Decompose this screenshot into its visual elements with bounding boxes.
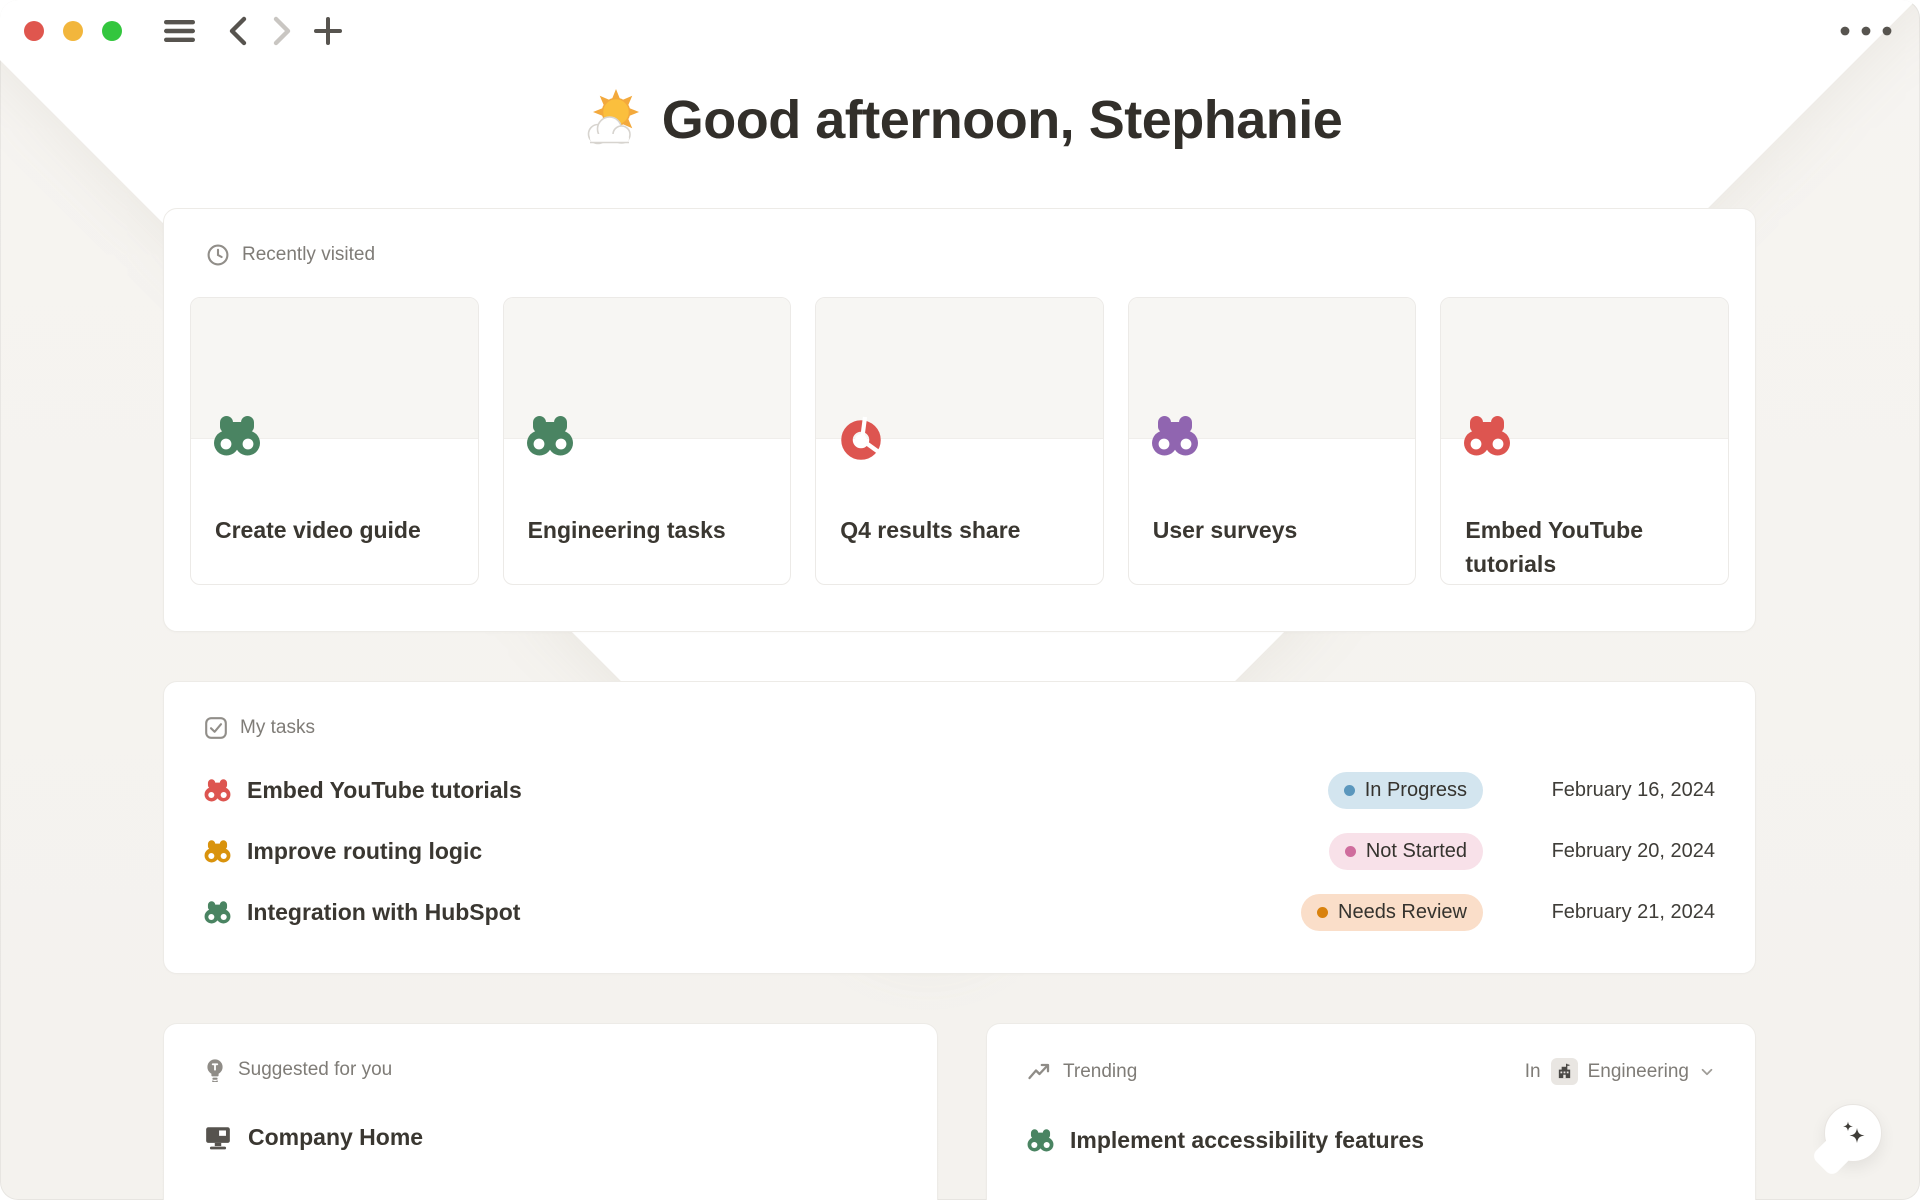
back-button[interactable] [227, 16, 249, 46]
trending-up-icon [1028, 1063, 1050, 1079]
page-link-title: Implement accessibility features [1070, 1127, 1425, 1153]
task-row[interactable]: Improve routing logic Not Started Februa… [204, 821, 1715, 882]
status-badge[interactable]: Needs Review [1301, 894, 1483, 931]
recent-card-q4-results-share[interactable]: Q4 results share [815, 297, 1104, 585]
binoculars-icon [204, 901, 231, 924]
binoculars-icon [214, 416, 260, 456]
status-label: Needs Review [1338, 901, 1467, 923]
recent-card-user-surveys[interactable]: User surveys [1127, 297, 1417, 585]
task-row[interactable]: Integration with HubSpot Needs Review Fe… [204, 882, 1715, 943]
card-cover [191, 298, 478, 439]
status-label: Not Started [1365, 840, 1467, 862]
suggested-section: Suggested for you Company Home [163, 1023, 938, 1200]
card-title: Embed YouTube tutorials [1465, 517, 1643, 577]
task-due-date: February 16, 2024 [1551, 779, 1715, 801]
card-title: User surveys [1152, 517, 1298, 543]
card-cover [816, 298, 1103, 439]
page-link-title: Company Home [248, 1124, 424, 1150]
recent-card-create-video-guide[interactable]: Create video guide [190, 297, 479, 585]
trending-section: Trending In [986, 1023, 1756, 1200]
section-title: Trending [1063, 1060, 1138, 1082]
page-title: Good afternoon, Stephanie [0, 88, 1920, 152]
trending-item-implement-accessibility-features[interactable]: Implement accessibility features [1027, 1127, 1715, 1154]
sparkles-icon [1843, 1121, 1865, 1143]
task-title: Improve routing logic [247, 838, 483, 864]
ai-assistant-button[interactable] [1824, 1104, 1882, 1162]
card-title: Create video guide [215, 517, 421, 543]
zoom-window-button[interactable] [102, 21, 122, 41]
recent-card-embed-youtube-tutorials[interactable]: Embed YouTube tutorials [1440, 297, 1729, 585]
binoculars-icon [1027, 1129, 1054, 1152]
more-options-icon[interactable] [1840, 26, 1892, 36]
window-controls [24, 21, 122, 41]
section-title: My tasks [240, 717, 315, 738]
my-tasks-section: My tasks Embed YouTube tutorials In Prog… [163, 681, 1756, 974]
clock-icon [207, 244, 229, 266]
minimize-window-button[interactable] [63, 21, 83, 41]
task-row[interactable]: Embed YouTube tutorials In Progress Febr… [204, 760, 1715, 821]
section-title: Recently visited [242, 244, 376, 265]
recent-cards-row: Create video guide Engineering tasks [190, 297, 1729, 585]
card-cover [503, 298, 791, 439]
greeting-text: Good afternoon, Stephanie [661, 90, 1343, 150]
status-dot [1317, 907, 1329, 918]
new-page-button[interactable] [313, 16, 343, 46]
task-title: Integration with HubSpot [247, 899, 521, 925]
card-cover [1441, 298, 1728, 439]
status-dot [1344, 846, 1356, 857]
scope-prefix: In [1524, 1060, 1541, 1082]
forward-button[interactable] [271, 16, 293, 46]
binoculars-icon [1464, 416, 1511, 456]
task-list: Embed YouTube tutorials In Progress Febr… [204, 760, 1715, 943]
task-due-date: February 20, 2024 [1551, 840, 1715, 862]
recently-visited-section: Recently visited Create video guide [163, 208, 1756, 632]
status-badge[interactable]: In Progress [1327, 772, 1483, 809]
chevron-down-icon [1701, 1068, 1713, 1075]
status-label: In Progress [1364, 779, 1467, 801]
binoculars-icon [204, 779, 231, 802]
recent-card-engineering-tasks[interactable]: Engineering tasks [502, 297, 792, 585]
scope-name: Engineering [1587, 1060, 1689, 1082]
checkbox-icon [205, 717, 227, 739]
desktop-computer-icon [206, 1126, 230, 1149]
task-title: Embed YouTube tutorials [247, 777, 522, 803]
task-due-date: February 21, 2024 [1551, 901, 1715, 923]
binoculars-icon [526, 416, 573, 456]
sun-behind-cloud-icon [587, 89, 639, 145]
suggested-item-company-home[interactable]: Company Home [204, 1124, 897, 1151]
status-badge[interactable]: Not Started [1328, 833, 1483, 870]
card-title: Engineering tasks [527, 517, 726, 543]
teamspace-chip [1550, 1058, 1578, 1085]
teamspace-filter-dropdown[interactable]: In Engineering [1525, 1058, 1715, 1085]
window-toolbar [0, 0, 1920, 62]
lightbulb-icon [207, 1059, 223, 1082]
section-title: Suggested for you [238, 1059, 393, 1080]
donut-chart-icon [841, 416, 882, 460]
binoculars-icon [1151, 416, 1198, 456]
sidebar-menu-icon[interactable] [164, 18, 195, 44]
card-cover [1128, 298, 1416, 439]
binoculars-icon [204, 840, 231, 863]
status-dot [1343, 785, 1355, 796]
card-title: Q4 results share [840, 517, 1021, 543]
building-icon [1558, 1063, 1570, 1079]
close-window-button[interactable] [24, 21, 44, 41]
